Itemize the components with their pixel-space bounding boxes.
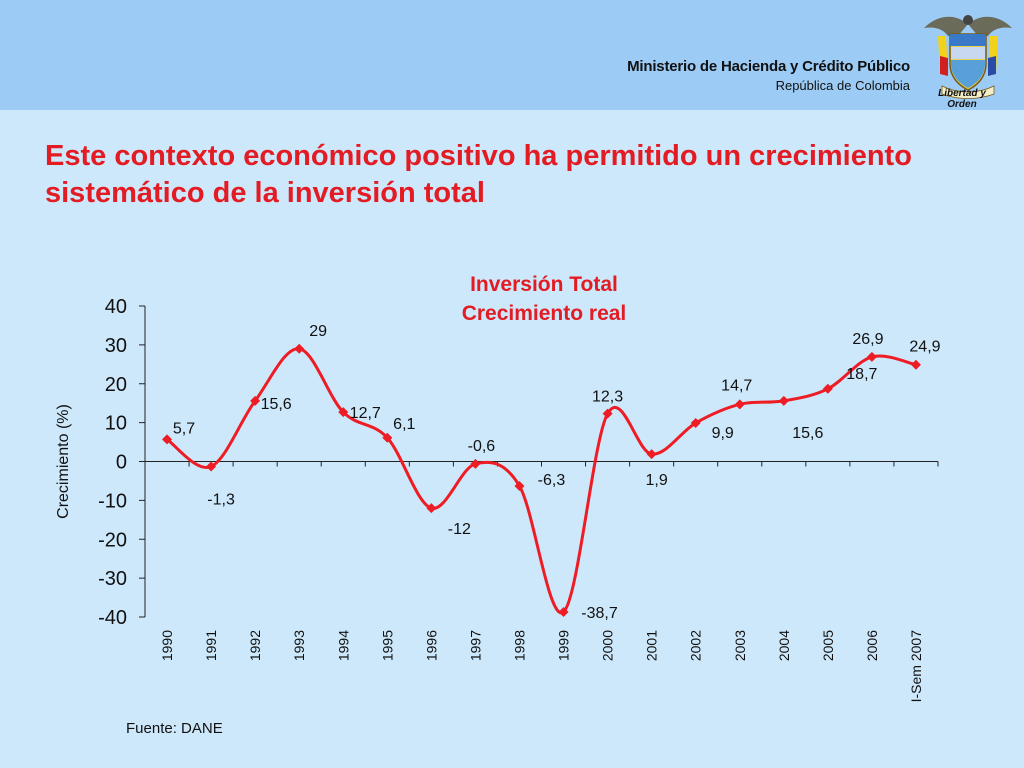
ministry-block: Ministerio de Hacienda y Crédito Público… — [627, 58, 910, 93]
data-label: 6,1 — [393, 416, 415, 433]
data-point-marker — [338, 407, 349, 418]
data-label: 15,6 — [261, 396, 292, 413]
crest-motto: Libertad y Orden — [938, 88, 986, 110]
chart-title: Inversión Total Crecimiento real — [420, 270, 668, 328]
data-point-marker — [822, 383, 833, 394]
x-category-label: 1995 — [379, 630, 395, 661]
data-label: 26,9 — [852, 331, 883, 348]
slide-title: Este contexto económico positivo ha perm… — [45, 140, 912, 209]
x-category-label: 1992 — [247, 630, 263, 661]
data-point-marker — [734, 399, 745, 410]
data-label: -0,6 — [468, 438, 496, 455]
y-tick-label: 20 — [105, 374, 127, 396]
y-tick-label: -30 — [98, 568, 127, 590]
data-label: 14,7 — [721, 377, 752, 394]
data-label: 5,7 — [173, 420, 195, 437]
data-point-marker — [910, 359, 921, 370]
x-category-label: 2000 — [600, 630, 616, 661]
data-point-marker — [602, 408, 613, 419]
chart-title-line-2: Crecimiento real — [461, 302, 627, 325]
data-point-marker — [294, 343, 305, 354]
x-category-label: 1998 — [511, 630, 527, 661]
data-point-marker — [690, 418, 701, 429]
data-point-marker — [778, 395, 789, 406]
ministry-name: Ministerio de Hacienda y Crédito Público — [627, 58, 910, 75]
data-label: -12 — [448, 521, 471, 538]
x-category-label: 2006 — [864, 630, 880, 661]
x-category-label: 1999 — [556, 630, 572, 661]
data-point-marker — [470, 458, 481, 469]
x-category-label: 1993 — [291, 630, 307, 661]
header-bar: Ministerio de Hacienda y Crédito Público… — [0, 0, 1024, 110]
chart-title-line-1: Inversión Total — [470, 273, 618, 296]
data-point-marker — [206, 461, 217, 472]
data-point-marker — [426, 503, 437, 514]
x-category-label: 2003 — [732, 630, 748, 661]
x-category-label: 2001 — [644, 630, 660, 661]
data-label: 18,7 — [846, 366, 877, 383]
data-point-marker — [382, 432, 393, 443]
y-tick-label: 0 — [116, 452, 127, 474]
data-label: -38,7 — [581, 605, 618, 622]
data-label: 24,9 — [909, 339, 940, 356]
data-label: 9,9 — [712, 425, 734, 442]
data-point-marker — [866, 351, 877, 362]
y-tick-label: 40 — [105, 296, 127, 318]
data-label: 1,9 — [646, 472, 668, 489]
y-axis-label: Crecimiento (%) — [55, 404, 72, 519]
x-category-label: 1990 — [159, 630, 175, 661]
data-point-marker — [250, 395, 261, 406]
y-tick-label: -40 — [98, 607, 127, 629]
x-category-label: 2002 — [688, 630, 704, 661]
data-label: -6,3 — [538, 472, 566, 489]
x-category-label: 2005 — [820, 630, 836, 661]
data-point-marker — [558, 606, 569, 617]
source-note: Fuente: DANE — [126, 720, 223, 737]
data-label: 12,3 — [592, 389, 623, 406]
x-category-label: 1991 — [203, 630, 219, 661]
country-name: República de Colombia — [775, 78, 910, 93]
colombia-coat-of-arms-icon — [924, 15, 1012, 99]
x-category-label: 1996 — [423, 630, 439, 661]
data-point-marker — [514, 480, 525, 491]
data-label: 12,7 — [350, 405, 381, 422]
y-tick-label: 10 — [105, 413, 127, 435]
data-label: 29 — [309, 323, 327, 340]
data-point-marker — [646, 449, 657, 460]
data-point-marker — [162, 434, 173, 445]
y-tick-label: 30 — [105, 335, 127, 357]
x-category-label: 1997 — [467, 630, 483, 661]
data-label: 15,6 — [792, 425, 823, 442]
x-category-label: 2004 — [776, 630, 792, 661]
x-category-label: 1994 — [335, 630, 351, 661]
x-category-label: I-Sem 2007 — [908, 630, 924, 703]
y-tick-label: -10 — [98, 490, 127, 512]
y-tick-label: -20 — [98, 529, 127, 551]
data-label: -1,3 — [207, 492, 235, 509]
